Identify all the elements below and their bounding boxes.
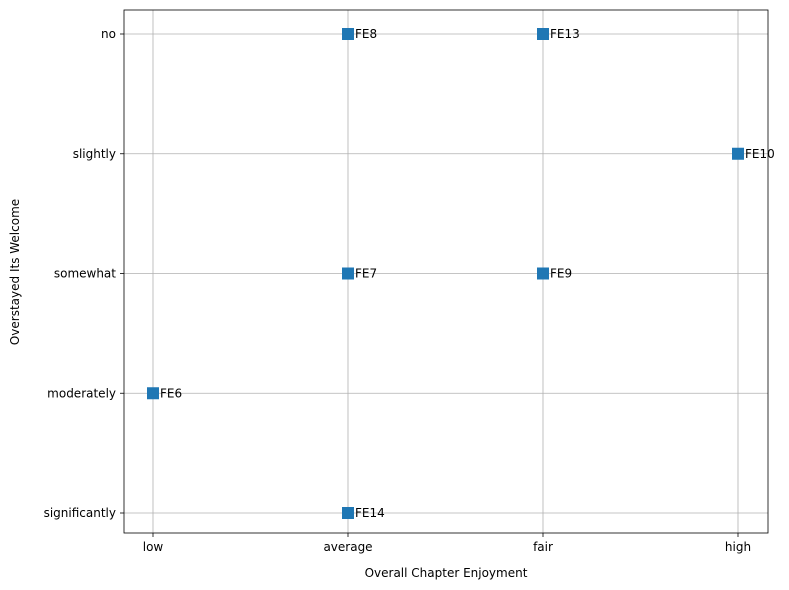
point-label: FE10 bbox=[745, 147, 775, 161]
point-label: FE13 bbox=[550, 27, 580, 41]
y-axis-label: Overstayed Its Welcome bbox=[8, 199, 22, 345]
scatter-point bbox=[732, 147, 744, 160]
y-axis-ticks: significantly moderately somewhat slightly n… bbox=[44, 27, 124, 520]
y-tick-label: slightly bbox=[73, 147, 116, 161]
point-label: FE9 bbox=[550, 267, 572, 281]
x-axis-label: Overall Chapter Enjoyment bbox=[365, 566, 528, 580]
x-tick-label: high bbox=[725, 540, 751, 554]
data-points: FE6 FE7 FE8 FE9 FE10 FE13 FE14 bbox=[147, 27, 775, 520]
x-axis-ticks: low average fair high bbox=[143, 533, 751, 554]
point-label: FE7 bbox=[355, 267, 377, 281]
scatter-point bbox=[342, 28, 354, 40]
y-tick-label: somewhat bbox=[54, 267, 116, 281]
point-label: FE8 bbox=[355, 27, 377, 41]
y-tick-label: moderately bbox=[47, 386, 116, 400]
scatter-point bbox=[342, 267, 354, 280]
scatter-point bbox=[147, 387, 159, 400]
plot-frame bbox=[123, 9, 769, 534]
x-tick-label: fair bbox=[533, 540, 553, 554]
y-tick-label: no bbox=[101, 27, 116, 41]
x-tick-label: average bbox=[323, 540, 372, 554]
scatter-point bbox=[537, 28, 549, 40]
grid-lines bbox=[124, 10, 768, 533]
scatter-point bbox=[537, 267, 549, 280]
y-tick-label: significantly bbox=[44, 506, 116, 520]
x-tick-label: low bbox=[143, 540, 164, 554]
point-label: FE14 bbox=[355, 506, 385, 520]
scatter-point bbox=[342, 507, 354, 519]
point-label: FE6 bbox=[160, 386, 182, 400]
